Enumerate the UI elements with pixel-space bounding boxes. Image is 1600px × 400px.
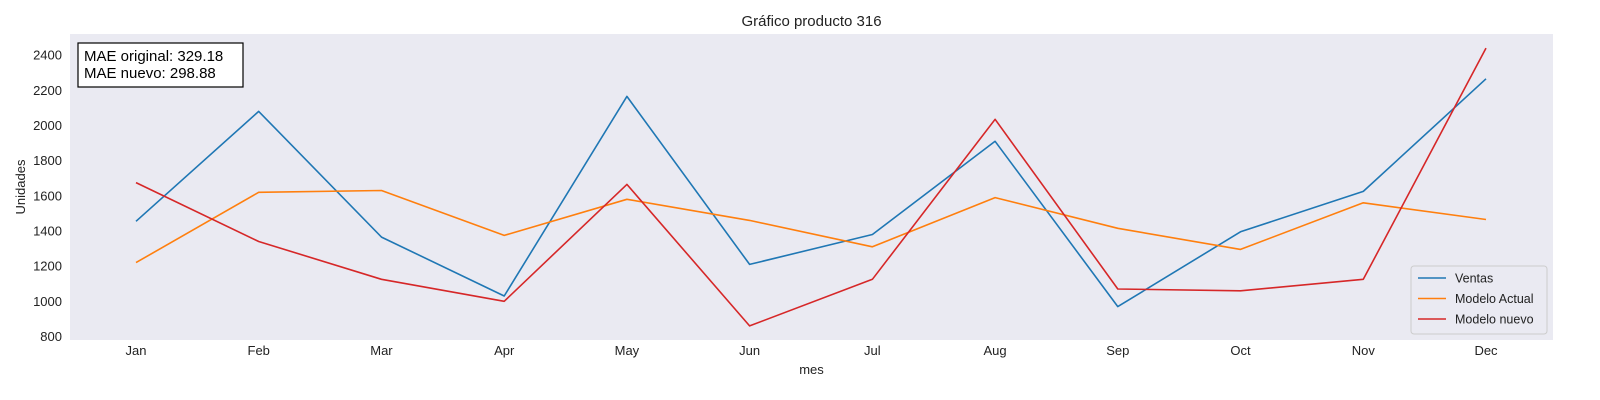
x-axis-ticks: Jan Feb Mar Apr May Jun Jul Aug Sep Oct Nov Dec: [126, 343, 1499, 358]
annotation-line-mae-original: MAE original: 329.18: [84, 48, 223, 65]
x-tick-label-sep: Sep: [1106, 343, 1129, 358]
legend-label-modelo-nuevo: Modelo nuevo: [1455, 313, 1534, 327]
series-line-modelo-nuevo: [135, 47, 1487, 327]
x-tick-label-apr: Apr: [494, 343, 515, 358]
y-tick-label-2000: 2000: [33, 118, 62, 133]
y-tick-label-1600: 1600: [33, 188, 62, 203]
legend: Ventas Modelo Actual Modelo nuevo: [1410, 265, 1548, 335]
x-tick-label-jan: Jan: [126, 343, 147, 358]
series-line-modelo-actual: [135, 189, 1487, 264]
annotation-box-frame: [77, 42, 244, 88]
x-tick-label-jul: Jul: [864, 343, 881, 358]
y-tick-label-2400: 2400: [33, 48, 62, 63]
x-tick-label-aug: Aug: [984, 343, 1007, 358]
chart-title: Gráfico producto 316: [741, 13, 881, 30]
y-tick-label-1400: 1400: [33, 223, 62, 238]
x-axis-label: mes: [799, 362, 824, 377]
x-tick-label-nov: Nov: [1352, 343, 1376, 358]
plot-area: [70, 34, 1553, 340]
y-tick-label-1200: 1200: [33, 259, 62, 274]
x-tick-label-may: May: [615, 343, 640, 358]
legend-label-ventas: Ventas: [1455, 272, 1493, 286]
legend-frame: [1410, 265, 1548, 335]
series-line-ventas: [135, 78, 1487, 308]
y-tick-label-1800: 1800: [33, 153, 62, 168]
x-tick-label-feb: Feb: [248, 343, 270, 358]
legend-items: Ventas Modelo Actual Modelo nuevo: [1418, 272, 1534, 327]
annotation-line-mae-nuevo: MAE nuevo: 298.88: [84, 65, 216, 82]
mae-annotation-box: MAE original: 329.18 MAE nuevo: 298.88: [77, 42, 244, 88]
series-layer: [135, 47, 1487, 327]
x-tick-label-dec: Dec: [1474, 343, 1498, 358]
y-axis-label: Unidades: [13, 159, 28, 214]
y-axis-ticks: 800 1000 1200 1400 1600 1800 2000 2200 2400: [33, 48, 62, 344]
y-tick-label-800: 800: [40, 329, 62, 344]
y-tick-label-1000: 1000: [33, 294, 62, 309]
legend-label-modelo-actual: Modelo Actual: [1455, 292, 1534, 306]
x-tick-label-mar: Mar: [370, 343, 393, 358]
x-tick-label-jun: Jun: [739, 343, 760, 358]
y-tick-label-2200: 2200: [33, 83, 62, 98]
x-tick-label-oct: Oct: [1230, 343, 1251, 358]
